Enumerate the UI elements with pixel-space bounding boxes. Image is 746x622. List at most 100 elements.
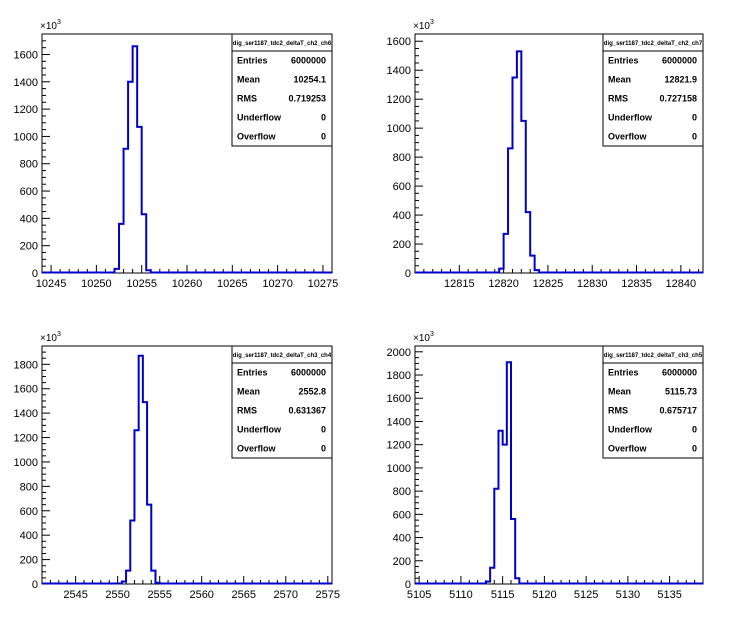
y-tick-label: 200	[393, 239, 411, 251]
y-tick-label: 1200	[14, 433, 38, 445]
y-tick-label: 1600	[387, 393, 411, 405]
x-tick-label: 10255	[126, 278, 157, 290]
histogram-line	[415, 50, 703, 274]
x-tick-label: 10260	[172, 278, 203, 290]
y-tick-label: 1200	[387, 94, 411, 106]
stat-label: Overflow	[237, 132, 277, 142]
x-tick-label: 5115	[491, 589, 515, 601]
stat-label: Underflow	[237, 425, 282, 435]
stats-box: dig_ser1187_tdc2_deltaT_ch3_ch5 Entries 60…	[602, 345, 704, 459]
stat-label: Mean	[237, 387, 260, 397]
histogram-name: dig_ser1187_tdc2_deltaT_ch3_ch5	[604, 353, 703, 359]
x-tick-label: 12840	[666, 278, 697, 290]
stat-label: RMS	[608, 406, 628, 416]
stat-label: Entries	[608, 56, 639, 66]
y-axis: 0 200 400 600 800 1000 1200 1400 1600 1800 2000	[387, 345, 423, 591]
x-tick-label: 5130	[616, 589, 640, 601]
x-tick-label: 2565	[231, 589, 255, 601]
histogram-pad-3: 2545 2550 2555 2560 2565 2570 2575 0 200 400 600 80…	[14, 331, 341, 601]
x-tick-label: 10250	[81, 278, 112, 290]
stat-value: 2552.8	[298, 387, 326, 397]
y-tick-label: 1000	[387, 463, 411, 475]
stat-value: 6000000	[662, 56, 697, 66]
y-tick-label: 400	[20, 530, 38, 542]
y-tick-label: 1200	[387, 440, 411, 452]
stat-label: Entries	[237, 56, 268, 66]
y-exponent-label: ×103	[413, 331, 434, 344]
y-tick-label: 1000	[14, 131, 38, 143]
y-exponent-label: ×103	[413, 19, 434, 32]
stat-value: 0.719253	[288, 94, 326, 104]
x-tick-label: 2570	[274, 589, 298, 601]
stat-label: Underflow	[237, 113, 282, 123]
y-tick-label: 400	[393, 533, 411, 545]
y-tick-label: 1000	[387, 123, 411, 135]
x-tick-label: 12820	[488, 278, 519, 290]
y-exponent-label: ×103	[40, 19, 61, 32]
stats-box-frame	[602, 345, 704, 459]
x-tick-label: 2545	[63, 589, 87, 601]
stat-label: Overflow	[608, 132, 648, 142]
x-tick-label: 12815	[444, 278, 475, 290]
stat-value: 5115.73	[665, 387, 697, 397]
y-exponent-label: ×103	[40, 331, 61, 344]
x-tick-label: 2575	[316, 589, 340, 601]
y-tick-label: 1400	[14, 408, 38, 420]
stat-value: 0	[321, 113, 326, 123]
stat-label: Underflow	[608, 113, 653, 123]
stat-label: Entries	[237, 368, 268, 378]
y-tick-label: 800	[393, 152, 411, 164]
histogram-name: dig_ser1187_tdc2_deltaT_ch2_ch7	[604, 41, 703, 47]
x-tick-label: 5125	[574, 589, 598, 601]
y-tick-label: 1400	[14, 77, 38, 89]
stats-box-frame	[231, 345, 333, 459]
y-tick-label: 600	[20, 506, 38, 518]
y-tick-label: 0	[405, 579, 411, 591]
stats-box-frame	[602, 33, 704, 147]
histogram-line	[42, 45, 332, 274]
stat-value: 0.675717	[659, 406, 697, 416]
x-tick-label: 5135	[657, 589, 681, 601]
stat-value: 0	[692, 132, 697, 142]
y-tick-label: 1200	[14, 104, 38, 116]
stat-label: Mean	[608, 387, 631, 397]
x-tick-label: 10270	[262, 278, 293, 290]
stat-label: Underflow	[608, 425, 653, 435]
histogram-line	[415, 361, 703, 585]
histogram-name: dig_ser1187_tdc2_deltaT_ch3_ch4	[233, 353, 332, 359]
x-tick-label: 5110	[449, 589, 473, 601]
stat-value: 6000000	[291, 56, 326, 66]
y-tick-label: 0	[32, 579, 38, 591]
stat-value: 0	[321, 425, 326, 435]
y-tick-label: 600	[20, 186, 38, 198]
stat-value: 12821.9	[664, 75, 697, 85]
x-tick-label: 2555	[147, 589, 171, 601]
stat-label: Entries	[608, 368, 639, 378]
y-tick-label: 1400	[387, 416, 411, 428]
y-tick-label: 1600	[14, 384, 38, 396]
y-tick-label: 1600	[387, 36, 411, 48]
stats-box-frame	[231, 33, 333, 147]
y-axis: 0 200 400 600 800 1000 1200 1400 1600	[14, 33, 50, 280]
x-tick-label: 12825	[533, 278, 564, 290]
stat-value: 10254.1	[293, 75, 326, 85]
y-tick-label: 1400	[387, 65, 411, 77]
stat-value: 0	[321, 444, 326, 454]
x-axis: 10245 10250 10255 10260 10265 10270 10275	[36, 265, 338, 290]
stats-box: dig_ser1187_tdc2_deltaT_ch3_ch4 Entries 60…	[231, 345, 333, 459]
histogram-line	[42, 354, 332, 585]
stat-label: Overflow	[237, 444, 277, 454]
y-axis: 0 200 400 600 800 1000 1200 1400 1600 1800	[14, 345, 50, 591]
x-tick-label: 10275	[308, 278, 339, 290]
y-tick-label: 1800	[387, 370, 411, 382]
histogram-pad-4: 5105 5110 5115 5120 5125 5130 5135 0 200 400 600 80…	[387, 331, 704, 601]
histogram-name: dig_ser1187_tdc2_deltaT_ch2_ch6	[233, 41, 332, 47]
stat-label: RMS	[237, 406, 257, 416]
y-tick-label: 0	[32, 268, 38, 280]
y-tick-label: 800	[20, 481, 38, 493]
stat-label: RMS	[237, 94, 257, 104]
y-tick-label: 200	[393, 556, 411, 568]
stat-value: 0	[692, 113, 697, 123]
histogram-pad-2: 12815 12820 12825 12830 12835 12840 0 200 400 600…	[387, 19, 704, 290]
stat-value: 0	[692, 425, 697, 435]
